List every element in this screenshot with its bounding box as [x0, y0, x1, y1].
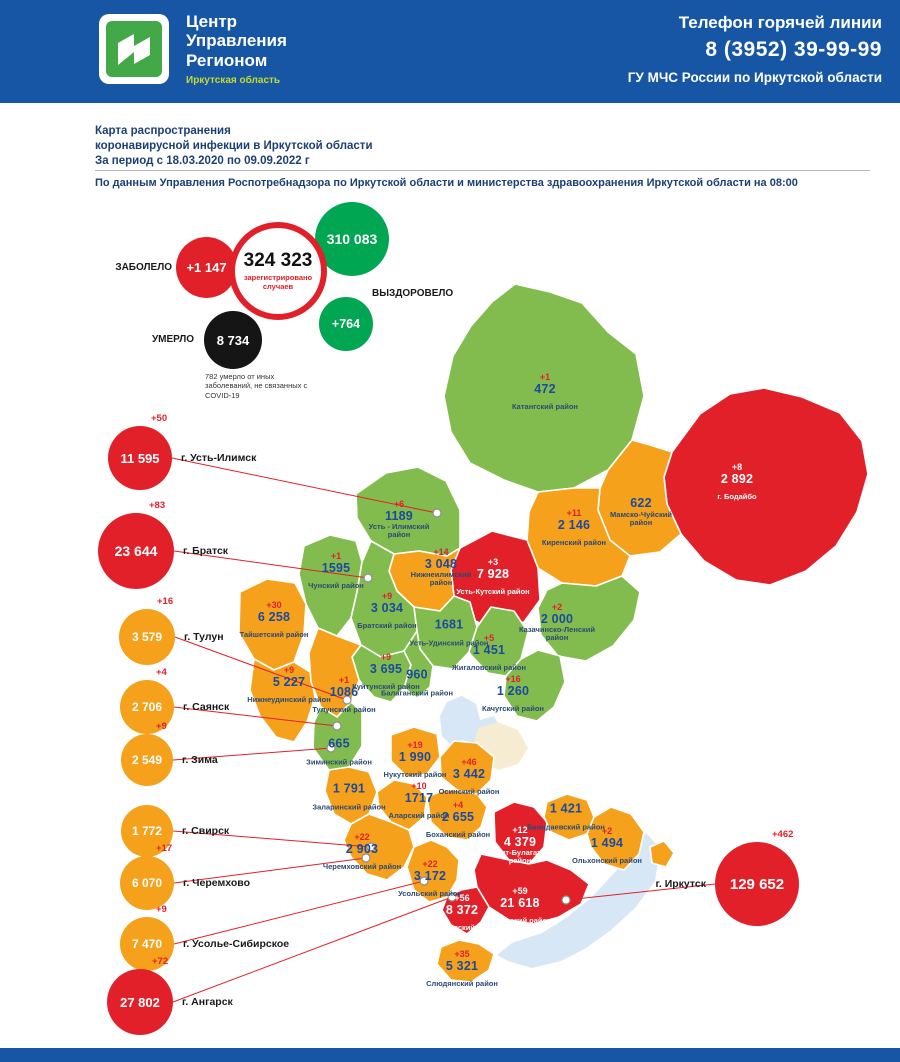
district-kachugsky	[503, 649, 566, 722]
divider-line	[95, 170, 870, 171]
title-line-2: коронавирусной инфекции в Иркутской обла…	[95, 139, 373, 152]
title-line-3: За период с 18.03.2020 по 09.09.2022 г	[95, 154, 310, 167]
hotline-label: Телефон горячей линии	[678, 13, 882, 32]
recovered-new-circle: +764	[319, 297, 373, 351]
recovered-circle: 310 083	[315, 202, 389, 276]
total-cases-circle: 324 323 зарегистрировано случаев	[229, 222, 327, 320]
total-cases-caption: зарегистрировано случаев	[243, 273, 313, 291]
footer-bar	[0, 1048, 900, 1062]
district-ekhirit-bulagatsky	[493, 801, 548, 865]
hotline-phone: 8 (3952) 39-99-99	[705, 38, 882, 61]
district-ziminsky	[312, 701, 363, 771]
district-olkhonsky	[586, 806, 645, 871]
district-kazachinsko-lensky	[537, 575, 641, 662]
district-bokhansky	[426, 789, 488, 841]
district-nukutsky	[390, 726, 441, 778]
district-slyudyansky	[436, 939, 495, 983]
cur-logo-icon	[98, 13, 170, 90]
district-bayandaevsky	[543, 793, 595, 841]
lake-baikal	[497, 833, 660, 968]
org-name: Центр Управления Регионом	[186, 12, 287, 70]
district-olkhonsky-island	[649, 840, 675, 868]
district-nizhneudinsky	[249, 658, 316, 743]
hotline-block: Телефон горячей линии 8 (3952) 39-99-99 …	[628, 13, 882, 85]
recovered-label: ВЫЗДОРОВЕЛО	[372, 288, 454, 299]
new-cases-circle: +1 147	[176, 237, 237, 298]
map-title: Карта распространения коронавирусной инф…	[95, 124, 373, 169]
connector-lines	[171, 457, 716, 1003]
district-balagansky	[403, 630, 434, 699]
org-region: Иркутская область	[186, 75, 281, 87]
district-usolsky	[406, 839, 460, 903]
district-osinsky	[439, 740, 495, 795]
died-circle: 8 734	[204, 311, 262, 369]
org-block: Центр Управления Регионом Иркутская обла…	[186, 12, 287, 86]
district-katangsky	[443, 283, 645, 493]
city-marker-dots	[326, 508, 571, 905]
died-footnote: 782 умерло от иных заболеваний, не связа…	[205, 372, 308, 400]
died-label: УМЕРЛО	[151, 334, 194, 345]
infected-label: ЗАБОЛЕЛО	[115, 262, 172, 273]
title-line-1: Карта распространения	[95, 125, 231, 137]
total-cases-value: 324 323	[243, 250, 313, 272]
hotline-agency: ГУ МЧС России по Иркутской области	[627, 70, 882, 85]
district-cheremkhovsky	[343, 813, 415, 881]
data-source-line: По данным Управления Роспотребнадзора по…	[95, 177, 798, 189]
district-alarsky	[376, 779, 428, 831]
district-taishetsky	[238, 578, 307, 671]
district-bodaybinsky	[663, 387, 869, 586]
